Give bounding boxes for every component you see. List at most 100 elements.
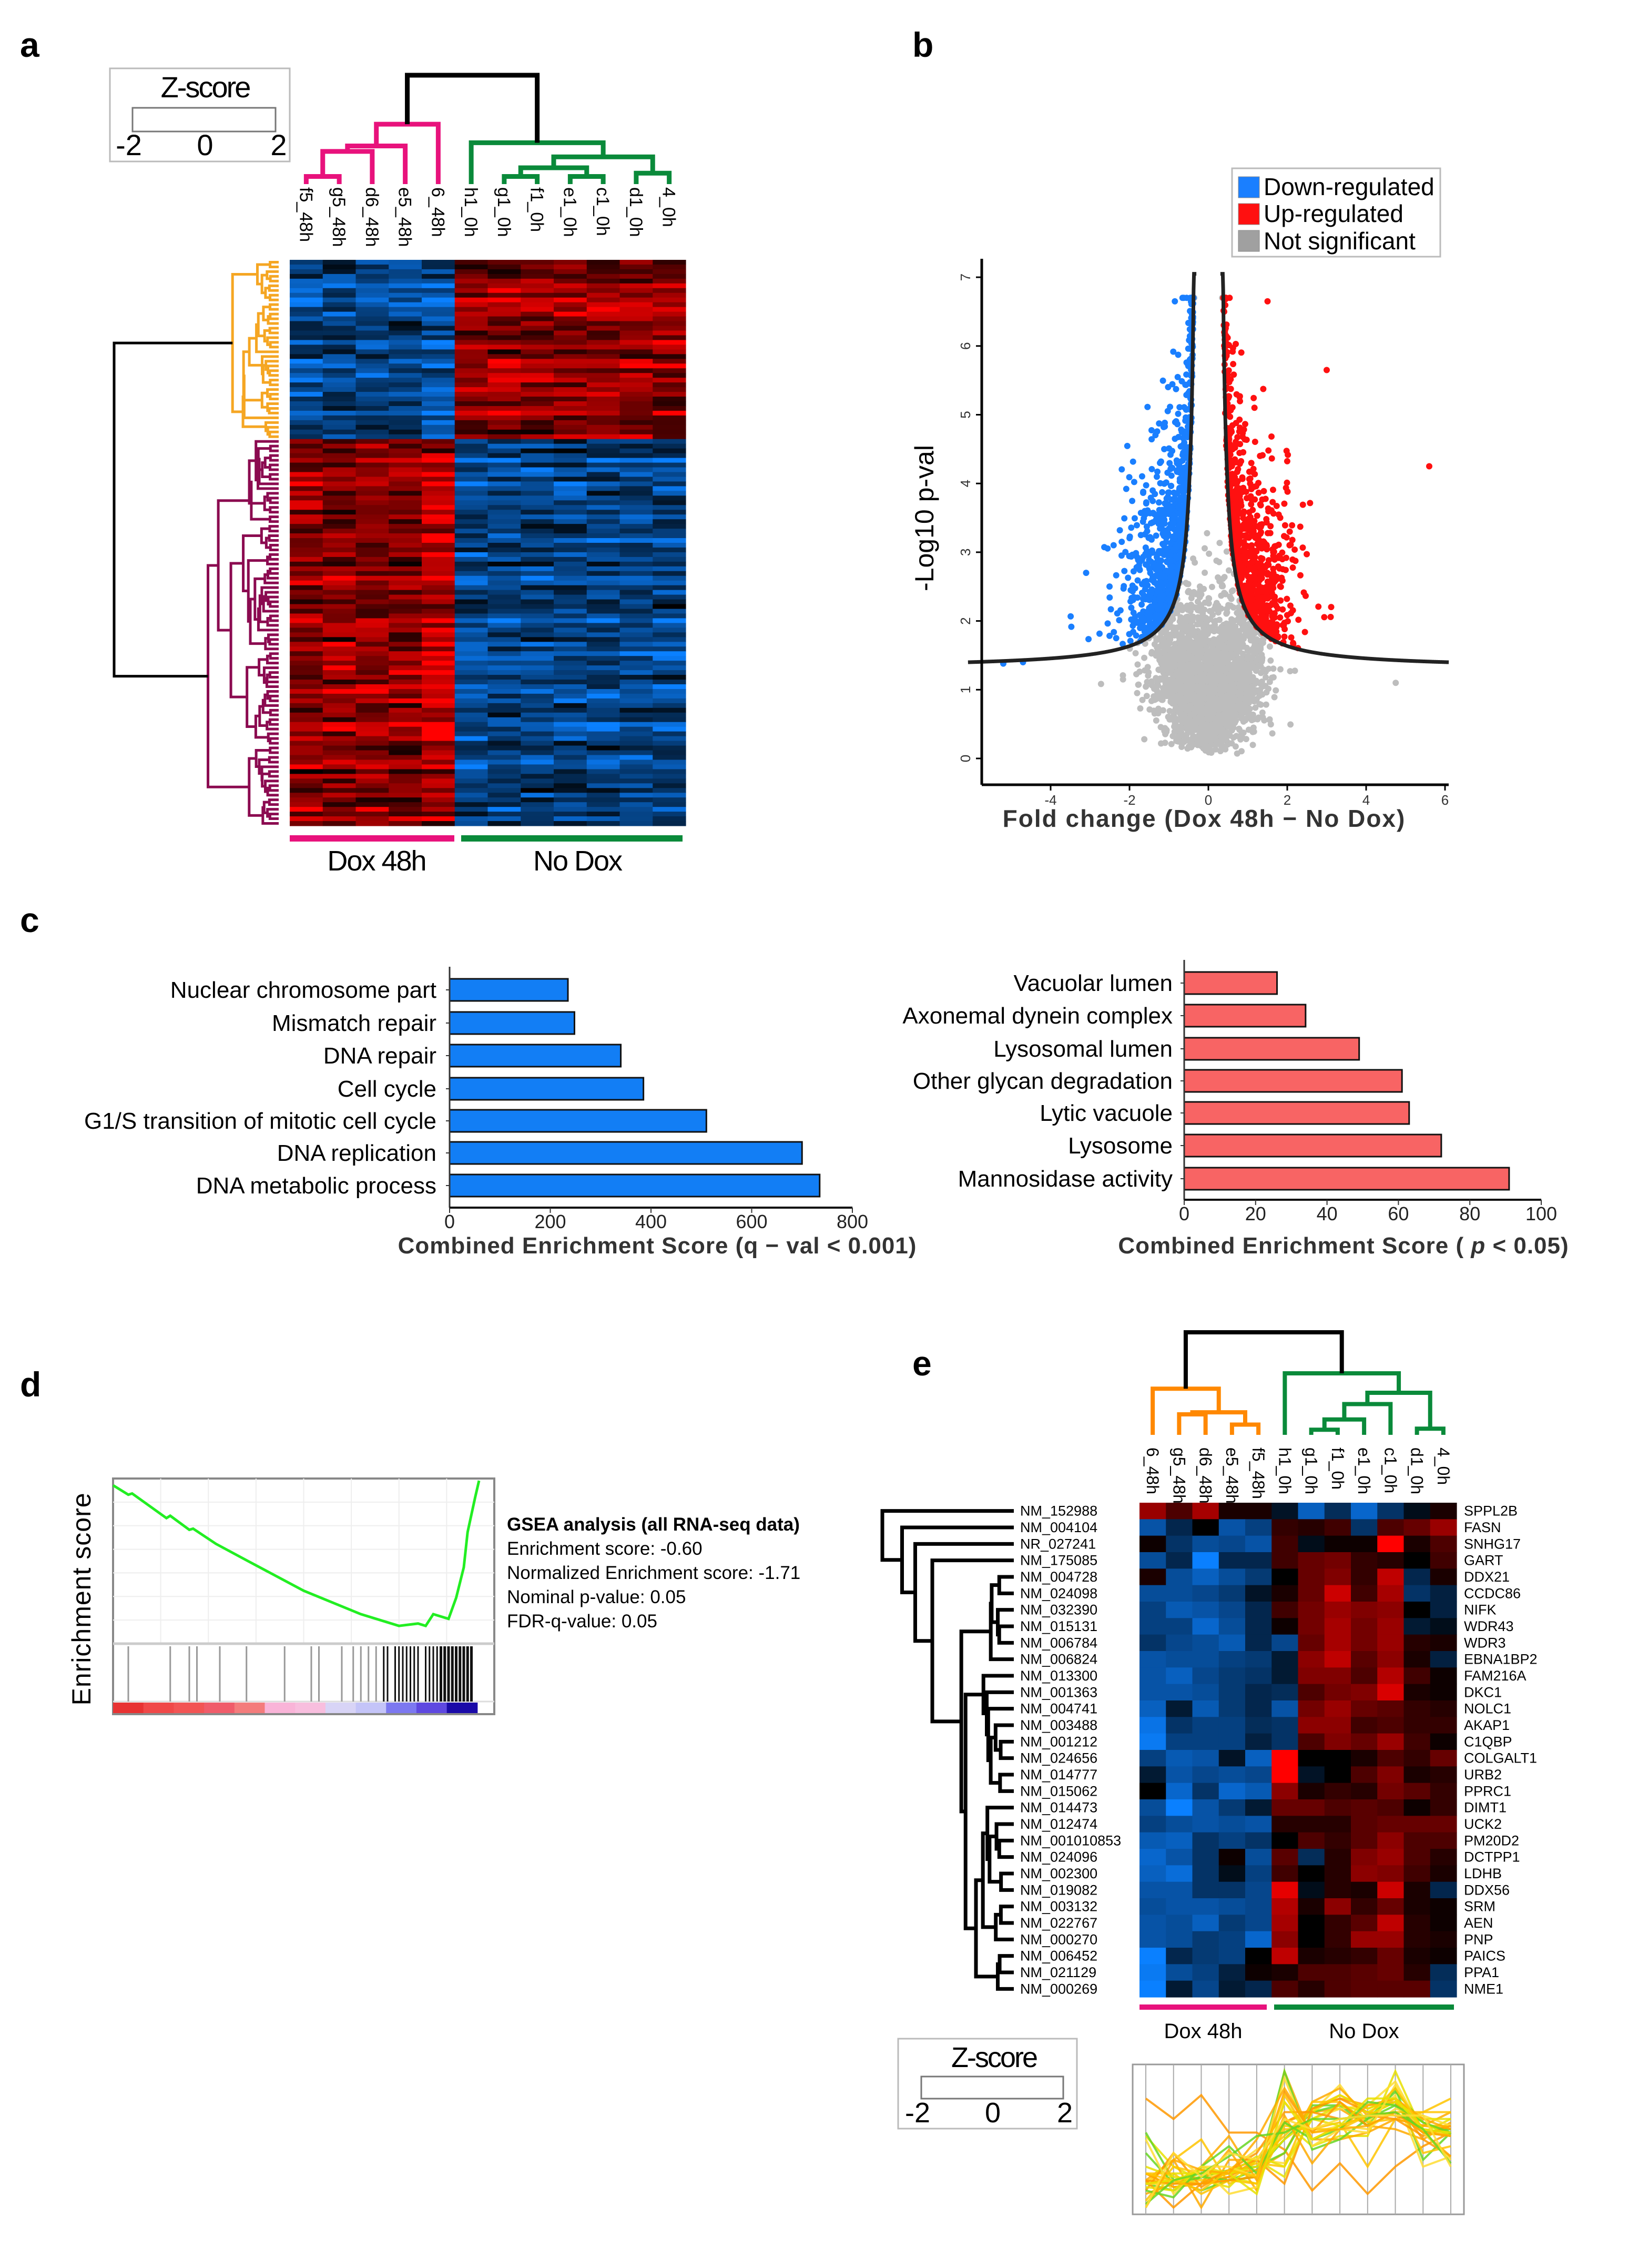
heatmap-cell bbox=[322, 439, 357, 444]
volcano-point-ns bbox=[1226, 640, 1233, 646]
heatmap-cell bbox=[586, 519, 620, 524]
heatmap-cell bbox=[586, 680, 620, 685]
heatmap-cell bbox=[487, 486, 521, 491]
heatmap-cell bbox=[322, 429, 357, 435]
heatmap-cell bbox=[653, 561, 686, 567]
heatmap-cell bbox=[290, 397, 323, 402]
heatmap-cell bbox=[322, 448, 357, 454]
dendrogram-branch bbox=[269, 454, 279, 462]
heatmap-cell bbox=[355, 547, 389, 553]
heatmap-cell bbox=[586, 774, 620, 779]
volcano-point-down bbox=[1156, 420, 1163, 427]
heatmap-cell bbox=[422, 698, 455, 704]
heatmap-cell bbox=[487, 566, 521, 572]
heatmap-cell bbox=[521, 731, 554, 737]
heatmap-cell bbox=[653, 774, 686, 779]
volcano-point-ns bbox=[1257, 701, 1264, 708]
volcano-point-ns bbox=[1194, 621, 1200, 628]
heatmap-cell bbox=[454, 373, 489, 378]
heatmap-cell bbox=[554, 627, 587, 633]
volcano-point-ns bbox=[1223, 605, 1230, 612]
heatmap-cell bbox=[389, 283, 422, 289]
heatmap-cell bbox=[619, 797, 653, 803]
heatmap-cell bbox=[422, 458, 455, 463]
heatmap-cell bbox=[586, 486, 620, 491]
heatmap-cell bbox=[619, 477, 653, 482]
heatmap-cell bbox=[322, 519, 357, 524]
heatmap-cell bbox=[355, 656, 389, 661]
heatmap-cell bbox=[586, 321, 620, 327]
heatmap-cell bbox=[454, 486, 489, 491]
heatmap-cell bbox=[322, 604, 357, 610]
heatmap-cell bbox=[521, 524, 554, 529]
dendrogram-branch bbox=[268, 303, 279, 311]
volcano-point-ns bbox=[1215, 675, 1222, 682]
heatmap-cell bbox=[454, 397, 489, 402]
heatmap-cell bbox=[619, 736, 653, 742]
heatmap-cell bbox=[389, 646, 422, 652]
heatmap-cell bbox=[554, 707, 587, 713]
heatmap-cell bbox=[653, 599, 686, 605]
heatmap-cell bbox=[487, 500, 521, 505]
volcano-point-down bbox=[1149, 498, 1156, 504]
heatmap-cell bbox=[521, 321, 554, 327]
volcano-point-ns bbox=[1142, 667, 1148, 674]
heatmap-cell bbox=[554, 556, 587, 562]
volcano-point-ns bbox=[1195, 684, 1202, 691]
heatmap-cell bbox=[653, 750, 686, 756]
volcano-point-ns bbox=[1218, 592, 1225, 599]
volcano-point-ns bbox=[1215, 574, 1222, 581]
heatmap-cell bbox=[487, 703, 521, 708]
heatmap-cell bbox=[322, 406, 357, 411]
heatmap-cell bbox=[290, 646, 323, 652]
heatmap-cell bbox=[322, 760, 357, 765]
heatmap-cell bbox=[619, 486, 653, 491]
heatmap-cell bbox=[653, 439, 686, 444]
heatmap-cell bbox=[322, 387, 357, 392]
heatmap-cell bbox=[554, 410, 587, 416]
heatmap-cell bbox=[586, 424, 620, 430]
volcano-point-ns bbox=[1188, 595, 1195, 602]
heatmap-cell bbox=[322, 297, 357, 303]
heatmap-cell bbox=[355, 731, 389, 737]
volcano-point-ns bbox=[1245, 706, 1252, 713]
heatmap-cell bbox=[619, 726, 653, 732]
heatmap-cell bbox=[290, 326, 323, 331]
heatmap-cell bbox=[422, 401, 455, 407]
heatmap-cell bbox=[290, 741, 323, 746]
heatmap-cell bbox=[290, 297, 323, 303]
heatmap-cell bbox=[487, 335, 521, 341]
heatmap-cell bbox=[422, 500, 455, 505]
heatmap-cell bbox=[487, 274, 521, 279]
volcano-point-ns bbox=[1209, 612, 1216, 619]
heatmap-cell bbox=[454, 769, 489, 774]
volcano-point-ns bbox=[1232, 623, 1239, 630]
dendrogram-branch bbox=[267, 315, 279, 325]
volcano-point-ns bbox=[1219, 583, 1226, 590]
heatmap-cell bbox=[619, 741, 653, 746]
volcano-point-up bbox=[1255, 489, 1262, 496]
heatmap-cell bbox=[554, 788, 587, 793]
volcano-point-ns bbox=[1243, 644, 1250, 651]
heatmap-cell bbox=[389, 406, 422, 411]
heatmap-cell bbox=[653, 590, 686, 595]
heatmap-cell bbox=[619, 722, 653, 727]
dendrogram-branch bbox=[249, 598, 266, 645]
heatmap-cell bbox=[355, 627, 389, 633]
dendrogram-branch bbox=[257, 470, 279, 490]
panel-a-heatmap: f5_48h g5_48h d6_48h e5_48h 6_48h h1_0h g1_0h f… bbox=[113, 73, 686, 842]
heatmap-cell bbox=[619, 769, 653, 774]
volcano-point-ns bbox=[1215, 711, 1222, 718]
volcano-point-ns bbox=[1242, 717, 1249, 724]
heatmap-cell bbox=[487, 552, 521, 558]
heatmap-cell bbox=[389, 618, 422, 624]
heatmap-cell bbox=[422, 717, 455, 723]
heatmap-cell bbox=[454, 368, 489, 373]
heatmap-cell bbox=[521, 519, 554, 524]
heatmap-cell bbox=[487, 665, 521, 671]
heatmap-cell bbox=[554, 335, 587, 341]
heatmap-cell bbox=[454, 656, 489, 661]
heatmap-cell bbox=[586, 755, 620, 761]
volcano-point-ns bbox=[1199, 637, 1206, 644]
volcano-point-ns bbox=[1132, 650, 1139, 656]
